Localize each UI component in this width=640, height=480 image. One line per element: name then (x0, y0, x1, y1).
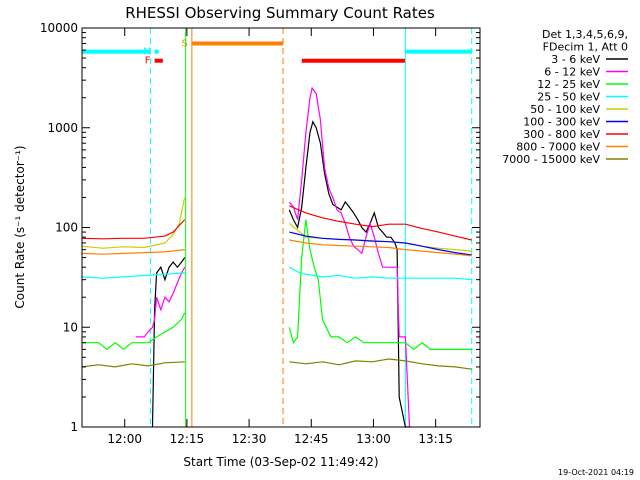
series-line-7-seg-1 (289, 239, 472, 257)
legend-header-1: FDecim 1, Att 0 (543, 41, 628, 54)
series-line-3-seg-1 (289, 266, 472, 281)
series-line-6-seg-1 (289, 205, 472, 241)
y-tick-label-1000: 1000 (47, 121, 78, 135)
x-tick-label-12:45: 12:45 (294, 432, 329, 446)
state-bar-label-S: S (182, 38, 188, 49)
legend-label-5: 100 - 300 keV (523, 116, 600, 129)
state-bar-label-F: F (145, 56, 151, 67)
series-line-8-seg-0 (81, 361, 185, 368)
series-line-7-seg-0 (81, 249, 185, 255)
y-tick-label-100: 100 (55, 221, 78, 235)
series-line-1-seg-1 (288, 86, 411, 428)
series-line-8-seg-1 (289, 358, 472, 370)
series-line-4-seg-0 (81, 197, 186, 249)
axis-ticks: 12:00 12:15 12:30 12:45 13:00 13:15 1 10 100 1000… (40, 21, 480, 446)
series-line-3-seg-0 (81, 272, 185, 279)
state-bars: NF S (82, 38, 472, 67)
legend-label-2: 12 - 25 keV (537, 78, 600, 91)
legend-label-6: 300 - 800 keV (523, 128, 600, 141)
x-tick-label-12:00: 12:00 (107, 432, 142, 446)
legend-label-3: 25 - 50 keV (537, 91, 600, 104)
legend-label-7: 800 - 7000 keV (516, 141, 600, 154)
legend-label-8: 7000 - 15000 keV (502, 153, 600, 166)
y-tick-label-10000: 10000 (40, 21, 78, 35)
series-line-1-seg-0 (135, 266, 186, 338)
x-tick-label-13:00: 13:00 (356, 432, 391, 446)
legend-header-0: Det 1,3,4,5,6,9, (542, 28, 628, 41)
legend: Det 1,3,4,5,6,9,FDecim 1, Att 03 - 6 keV… (502, 28, 628, 166)
x-tick-label-12:15: 12:15 (170, 432, 205, 446)
legend-label-0: 3 - 6 keV (551, 53, 600, 66)
series-line-5-seg-0 (289, 231, 472, 256)
series-lines (81, 86, 472, 428)
x-tick-label-12:30: 12:30 (232, 432, 267, 446)
legend-label-1: 6 - 12 keV (544, 66, 600, 79)
series-line-0-seg-1 (288, 120, 410, 428)
footer-timestamp: 19-Oct-2021 04:19 (558, 468, 634, 477)
series-line-2-seg-0 (82, 312, 186, 351)
state-bar-label-N: N (143, 47, 150, 58)
x-tick-label-13:15: 13:15 (418, 432, 453, 446)
series-line-0-seg-0 (151, 257, 186, 428)
series-line-2-seg-1 (288, 219, 472, 351)
y-axis-label: Count Rate (s⁻¹ detector⁻¹) (13, 145, 27, 308)
chart-title: RHESSI Observing Summary Count Rates (125, 4, 435, 22)
series-line-6-seg-0 (81, 219, 186, 240)
y-tick-label-10: 10 (63, 320, 78, 334)
legend-label-4: 50 - 100 keV (530, 103, 600, 116)
x-axis-label: Start Time (03-Sep-02 11:49:42) (183, 455, 378, 469)
y-tick-label-1: 1 (70, 420, 78, 434)
